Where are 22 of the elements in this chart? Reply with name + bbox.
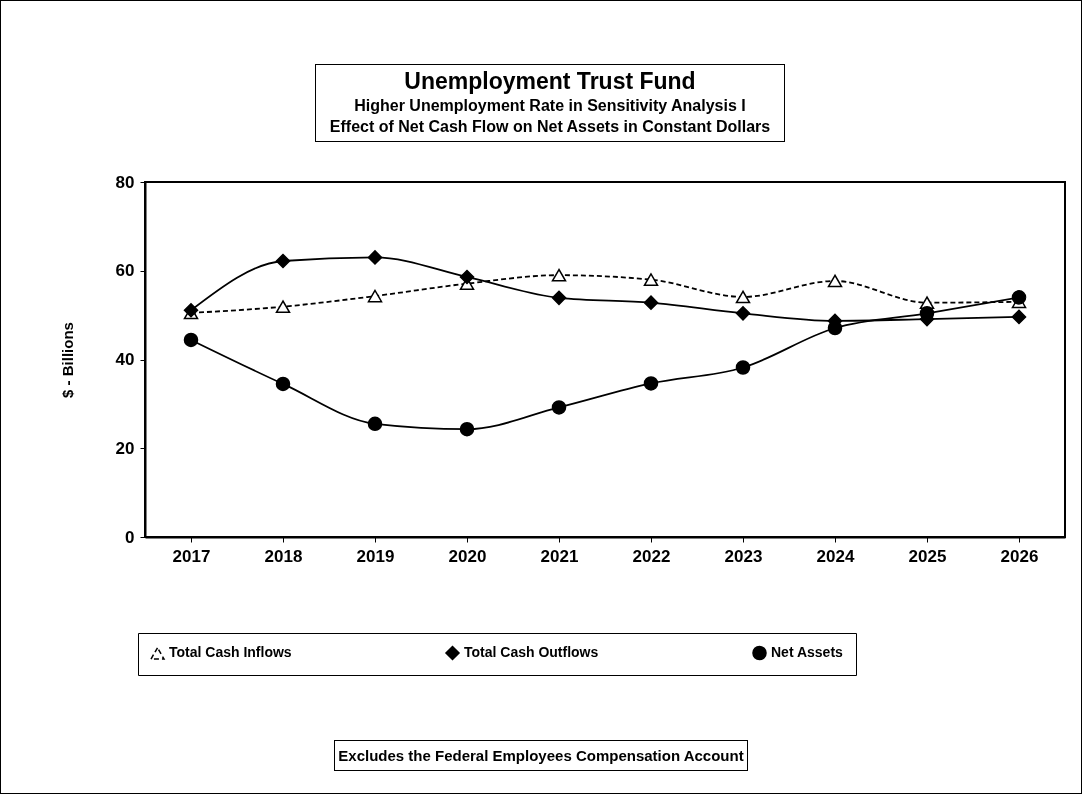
y-tick-label: 60 [115,261,135,281]
x-tick-label: 2025 [908,546,947,566]
text: Excludes the Federal Employees Compensation Account [334,740,748,771]
legend-label: Net Assets [771,643,844,660]
x-tick-label: 2019 [356,546,395,566]
legend-label: Total Cash Inflows [169,644,292,661]
x-tick-label: 2026 [1000,546,1039,566]
x-tick-label: 2017 [172,546,211,566]
y-tick-label: 0 [125,527,135,547]
x-tick-label: 2024 [816,546,855,566]
legend-label: Total Cash Outflows [464,643,599,660]
x-tick-label: 2021 [540,546,579,566]
y-tick-label: 40 [115,350,135,369]
chart-title: Unemployment Trust Fund [403,68,697,95]
y-tick-label: 20 [115,438,135,458]
x-tick-label: 2020 [448,546,487,566]
y-axis-title: $ - Billions [58,322,76,398]
x-tick-label: 2018 [264,546,303,566]
chart-subtitle: Higher Unemployment Rate in Sensitivity Analysis I Effect of Net Cash Flow on Net Assets in Constant Dollars [328,96,772,137]
x-tick-label: 2023 [724,546,763,566]
y-tick-label: 80 [115,172,135,192]
x-tick-label: 2022 [632,546,671,566]
